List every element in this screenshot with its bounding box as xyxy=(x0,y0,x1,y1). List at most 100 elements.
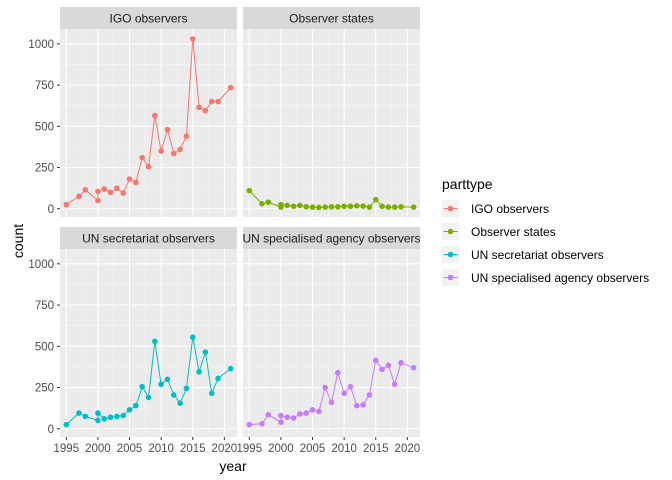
data-point xyxy=(208,98,215,105)
facet-strip xyxy=(60,7,237,29)
x-axis-title: year xyxy=(219,458,247,474)
x-tick-label: 2005 xyxy=(300,443,326,455)
data-point xyxy=(303,203,310,210)
data-point xyxy=(322,204,328,210)
data-point xyxy=(341,390,347,397)
data-point xyxy=(215,98,221,105)
data-point xyxy=(202,107,209,114)
legend-key-point xyxy=(447,205,454,212)
data-point xyxy=(379,203,385,210)
data-point xyxy=(152,112,158,119)
data-point xyxy=(391,204,398,210)
x-tick-label: 2020 xyxy=(395,443,421,455)
y-tick-label: 1000 xyxy=(28,39,54,51)
panel: IGO observers xyxy=(60,7,237,217)
data-point xyxy=(398,203,404,210)
y-tick-label: 0 xyxy=(48,424,54,436)
data-point xyxy=(158,148,164,154)
y-tick-label: 750 xyxy=(35,80,54,92)
data-point xyxy=(322,384,328,391)
legend-key-point xyxy=(447,251,454,258)
data-point xyxy=(316,204,322,211)
data-point xyxy=(95,197,101,204)
legend-label: Observer states xyxy=(471,225,556,239)
data-point xyxy=(379,366,385,373)
data-point xyxy=(101,186,108,192)
data-point xyxy=(360,402,366,408)
legend-label: UN secretariat observers xyxy=(471,248,604,262)
legend-label: IGO observers xyxy=(471,202,549,216)
data-point xyxy=(366,204,373,210)
data-point xyxy=(126,176,133,182)
data-point xyxy=(303,410,310,416)
data-point xyxy=(265,411,272,418)
x-tick-label: 1995 xyxy=(54,443,80,455)
x-tick-label: 2000 xyxy=(85,443,111,455)
panel: UN specialised agency observers xyxy=(242,227,420,437)
data-point xyxy=(385,204,392,210)
data-point xyxy=(372,196,379,203)
y-axis-title: count xyxy=(10,224,26,258)
facet-strip xyxy=(243,227,420,249)
x-tick-label: 2005 xyxy=(117,443,143,455)
legend-title: parttype xyxy=(442,176,493,192)
data-point xyxy=(259,201,265,207)
data-point xyxy=(309,406,316,413)
data-point xyxy=(63,201,70,208)
y-tick-label: 1000 xyxy=(28,259,54,271)
data-point xyxy=(227,84,234,91)
data-point xyxy=(133,179,139,186)
legend-key-point xyxy=(447,228,454,235)
data-point xyxy=(183,133,190,139)
data-point xyxy=(366,392,373,398)
data-point xyxy=(385,362,392,369)
data-point xyxy=(316,408,322,415)
data-point xyxy=(353,202,360,209)
data-point xyxy=(284,414,291,421)
data-point xyxy=(196,369,202,375)
data-point xyxy=(133,402,139,409)
legend-key-point xyxy=(447,274,454,281)
x-tick-label: 2015 xyxy=(180,443,206,455)
data-point xyxy=(107,189,114,196)
y-tick-label: 250 xyxy=(35,163,54,175)
data-point xyxy=(82,413,89,420)
panels: IGO observers Observer states UN secretari… xyxy=(60,7,420,437)
data-point xyxy=(177,400,183,406)
data-point xyxy=(398,359,404,366)
data-point xyxy=(189,36,196,42)
facet-strip-label: Observer states xyxy=(289,12,374,26)
data-point xyxy=(328,203,335,210)
data-point xyxy=(278,201,284,208)
facet-strip xyxy=(243,7,420,29)
panel: Observer states xyxy=(243,7,420,217)
data-point xyxy=(164,376,171,383)
data-point xyxy=(208,390,215,397)
x-tick-label: 2010 xyxy=(331,443,357,455)
data-point xyxy=(107,414,114,421)
data-point xyxy=(290,203,297,210)
legend-label: UN specialised agency observers xyxy=(471,271,649,285)
data-point xyxy=(170,150,177,157)
data-point xyxy=(158,381,164,388)
x-tick-label: 2015 xyxy=(363,443,389,455)
panel-background xyxy=(60,249,237,437)
data-point xyxy=(297,411,303,417)
legend: parttype IGO observers Observer states UN … xyxy=(442,176,649,286)
x-tick-label: 2000 xyxy=(268,443,294,455)
data-point xyxy=(95,417,101,424)
data-point xyxy=(63,421,70,428)
data-point xyxy=(335,369,341,376)
panel: UN secretariat observers xyxy=(60,227,237,437)
data-point xyxy=(290,415,297,421)
data-point xyxy=(353,402,360,409)
x-tick-label: 2020 xyxy=(212,443,238,455)
data-point xyxy=(410,364,417,371)
data-point xyxy=(391,381,398,388)
data-point xyxy=(347,383,354,390)
facet-strip-label: UN specialised agency observers xyxy=(242,232,420,246)
data-point xyxy=(246,421,253,428)
data-point xyxy=(126,406,133,413)
data-point xyxy=(189,334,196,341)
